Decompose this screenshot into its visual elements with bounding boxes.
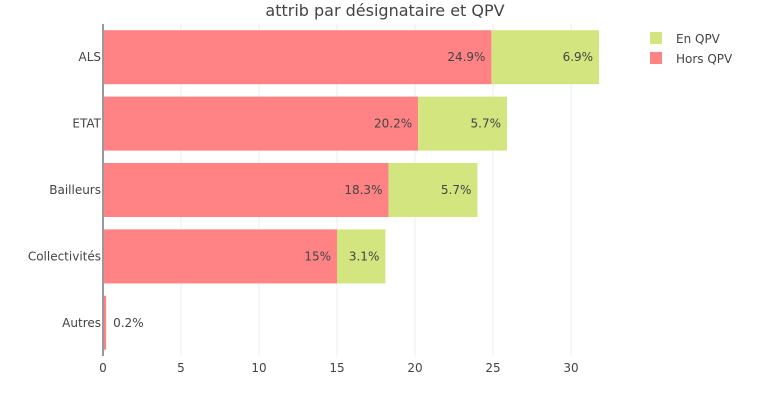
- legend-item-en-qpv[interactable]: En QPV: [650, 32, 721, 46]
- legend-swatch-hors-qpv: [650, 52, 662, 64]
- legend-label-hors-qpv: Hors QPV: [676, 52, 733, 66]
- y-axis-labels: ALS ETAT Bailleurs Collectivités Autres: [28, 50, 102, 330]
- y-tick-label: Collectivités: [28, 249, 101, 263]
- y-tick-label: Autres: [62, 316, 101, 330]
- bar-hors-qpv[interactable]: [103, 229, 337, 284]
- data-label: 5.7%: [471, 117, 502, 131]
- bar-hors-qpv[interactable]: [103, 163, 389, 217]
- bar-hors-qpv[interactable]: [103, 295, 107, 350]
- bar-en-qpv[interactable]: [337, 229, 386, 284]
- x-axis-labels: 0 5 10 15 20 25 30: [99, 361, 578, 375]
- data-label: 15%: [304, 249, 331, 263]
- x-tick-label: 30: [563, 361, 578, 375]
- data-label: 18.3%: [344, 183, 382, 197]
- legend-label-en-qpv: En QPV: [676, 32, 721, 46]
- x-tick-label: 0: [99, 361, 107, 375]
- x-tick-label: 15: [329, 361, 344, 375]
- bar-en-qpv[interactable]: [491, 30, 600, 85]
- x-tick-label: 25: [485, 361, 500, 375]
- y-tick-label: Bailleurs: [49, 183, 101, 197]
- bar-hors-qpv[interactable]: [103, 30, 492, 85]
- bars: 24.9% 6.9% 20.2% 5.7% 18.3% 5.7% 15% 3.1% 0.2%: [103, 30, 600, 350]
- data-label: 0.2%: [113, 316, 143, 330]
- legend-item-hors-qpv[interactable]: Hors QPV: [650, 52, 733, 66]
- bar-hors-qpv[interactable]: [103, 96, 419, 151]
- y-tick-label: ETAT: [72, 117, 101, 131]
- data-label: 20.2%: [374, 117, 412, 131]
- x-tick-label: 20: [407, 361, 422, 375]
- x-tick-label: 10: [251, 361, 266, 375]
- chart-title: attrib par désignataire et QPV: [265, 1, 504, 20]
- legend-swatch-en-qpv: [650, 32, 662, 44]
- data-label: 24.9%: [447, 50, 485, 64]
- x-tick-label: 5: [177, 361, 185, 375]
- data-label: 3.1%: [349, 249, 380, 263]
- y-tick-label: ALS: [78, 50, 101, 64]
- data-label: 6.9%: [563, 50, 594, 64]
- bar-en-qpv[interactable]: [388, 163, 478, 217]
- legend[interactable]: En QPV Hors QPV: [650, 32, 733, 66]
- data-label: 5.7%: [441, 183, 472, 197]
- bar-en-qpv[interactable]: [418, 96, 508, 151]
